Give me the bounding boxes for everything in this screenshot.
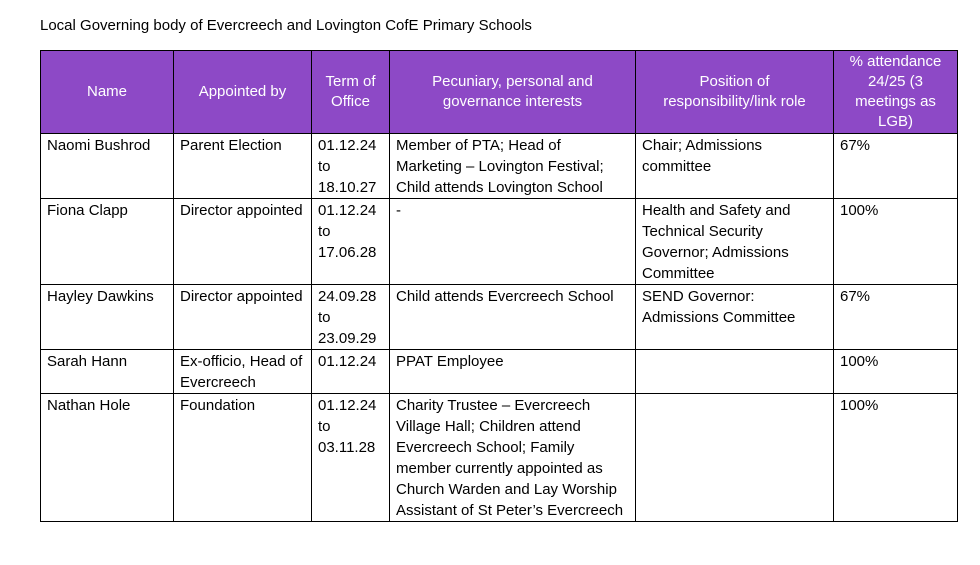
table-row: Naomi Bushrod Parent Election 01.12.24 to … bbox=[40, 133, 958, 199]
header-attendance: % attendance 24/25 (3 meetings as LGB) bbox=[833, 50, 958, 134]
cell-attendance: 100% bbox=[833, 198, 958, 285]
cell-interests: Charity Trustee – Evercreech Village Hal… bbox=[389, 393, 636, 522]
cell-appointed-by: Ex-officio, Head of Evercreech bbox=[173, 349, 312, 394]
cell-name: Naomi Bushrod bbox=[40, 133, 174, 199]
governors-table: Name Appointed by Term of Office Pecunia… bbox=[40, 50, 958, 522]
cell-appointed-by: Parent Election bbox=[173, 133, 312, 199]
cell-attendance: 67% bbox=[833, 133, 958, 199]
header-position: Position of responsibility/link role bbox=[635, 50, 834, 134]
header-row: Name Appointed by Term of Office Pecunia… bbox=[40, 50, 958, 134]
table-row: Hayley Dawkins Director appointed 24.09.28… bbox=[40, 284, 958, 350]
header-appointed-by: Appointed by bbox=[173, 50, 312, 134]
cell-term: 01.12.24 to 17.06.28 bbox=[311, 198, 390, 285]
cell-appointed-by: Director appointed bbox=[173, 198, 312, 285]
header-name: Name bbox=[40, 50, 174, 134]
table-row: Nathan Hole Foundation 01.12.24 to 03.11.2… bbox=[40, 393, 958, 522]
cell-term: 24.09.28 to 23.09.29 bbox=[311, 284, 390, 350]
cell-interests: - bbox=[389, 198, 636, 285]
document-title: Local Governing body of Evercreech and L… bbox=[40, 17, 532, 34]
cell-position: Health and Safety and Technical Security… bbox=[635, 198, 834, 285]
table-row: Fiona Clapp Director appointed 01.12.24 to… bbox=[40, 198, 958, 285]
cell-name: Fiona Clapp bbox=[40, 198, 174, 285]
cell-position bbox=[635, 349, 834, 394]
cell-attendance: 100% bbox=[833, 393, 958, 522]
cell-interests: Member of PTA; Head of Marketing – Lovin… bbox=[389, 133, 636, 199]
cell-name: Hayley Dawkins bbox=[40, 284, 174, 350]
cell-interests: Child attends Evercreech School bbox=[389, 284, 636, 350]
cell-position: SEND Governor: Admissions Committee bbox=[635, 284, 834, 350]
cell-appointed-by: Director appointed bbox=[173, 284, 312, 350]
cell-attendance: 67% bbox=[833, 284, 958, 350]
cell-name: Sarah Hann bbox=[40, 349, 174, 394]
cell-term: 01.12.24 bbox=[311, 349, 390, 394]
cell-attendance: 100% bbox=[833, 349, 958, 394]
header-interests: Pecuniary, personal and governance inter… bbox=[389, 50, 636, 134]
table-row: Sarah Hann Ex-officio, Head of Evercreech… bbox=[40, 349, 958, 394]
cell-term: 01.12.24 to 18.10.27 bbox=[311, 133, 390, 199]
cell-name: Nathan Hole bbox=[40, 393, 174, 522]
cell-term: 01.12.24 to 03.11.28 bbox=[311, 393, 390, 522]
cell-position bbox=[635, 393, 834, 522]
cell-interests: PPAT Employee bbox=[389, 349, 636, 394]
header-term: Term of Office bbox=[311, 50, 390, 134]
cell-position: Chair; Admissions committee bbox=[635, 133, 834, 199]
cell-appointed-by: Foundation bbox=[173, 393, 312, 522]
